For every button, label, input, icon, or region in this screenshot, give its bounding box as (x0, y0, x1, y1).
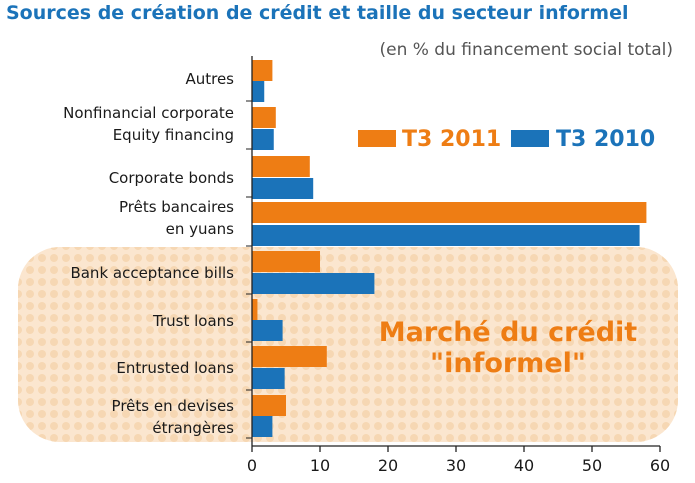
category-label: Corporate bonds (109, 169, 234, 187)
x-tick-label: 20 (378, 456, 398, 475)
bar-t3-2010-3 (252, 225, 640, 246)
category-label: Autres (185, 70, 234, 88)
bar-t3-2011-1 (252, 107, 276, 128)
bar-t3-2010-7 (252, 416, 273, 437)
bar-t3-2010-4 (252, 273, 375, 294)
bar-t3-2011-6 (252, 346, 327, 367)
annotation-label: Marché du crédit (379, 317, 638, 348)
category-label: en yuans (166, 220, 235, 238)
bar-t3-2011-0 (252, 60, 273, 81)
x-tick-label: 10 (310, 456, 330, 475)
bar-t3-2011-4 (252, 251, 320, 272)
x-tick-label: 40 (514, 456, 534, 475)
bar-t3-2011-3 (252, 202, 647, 223)
annotation-label: "informel" (430, 348, 586, 379)
bar-t3-2011-2 (252, 156, 310, 177)
category-label: Prêts en devises (112, 397, 235, 415)
bar-t3-2011-5 (252, 299, 258, 320)
informal-market-pattern (18, 247, 678, 442)
legend-swatch-t3-2010 (511, 130, 549, 147)
bar-t3-2011-7 (252, 395, 286, 416)
bar-t3-2010-2 (252, 178, 314, 199)
bar-t3-2010-1 (252, 129, 274, 150)
bar-t3-2010-6 (252, 368, 285, 389)
x-tick-label: 0 (247, 456, 257, 475)
x-tick-label: 50 (582, 456, 602, 475)
bar-t3-2010-5 (252, 320, 283, 341)
category-label: Trust loans (152, 312, 234, 330)
legend-swatch-t3-2011 (358, 130, 396, 147)
x-tick-label: 60 (650, 456, 670, 475)
category-label: étrangères (152, 419, 234, 437)
category-label: Entrusted loans (116, 359, 234, 377)
bar-t3-2010-0 (252, 81, 265, 102)
chart-title: Sources de création de crédit et taille … (6, 2, 629, 24)
legend-label-t3-2010: T3 2010 (556, 127, 655, 152)
chart-subtitle: (en % du financement social total) (379, 40, 673, 60)
category-label: Equity financing (113, 126, 234, 144)
legend-label-t3-2011: T3 2011 (402, 127, 501, 152)
category-label: Nonfinancial corporate (63, 104, 234, 122)
x-tick-label: 30 (446, 456, 466, 475)
category-label: Prêts bancaires (119, 198, 234, 216)
category-label: Bank acceptance bills (70, 264, 234, 282)
